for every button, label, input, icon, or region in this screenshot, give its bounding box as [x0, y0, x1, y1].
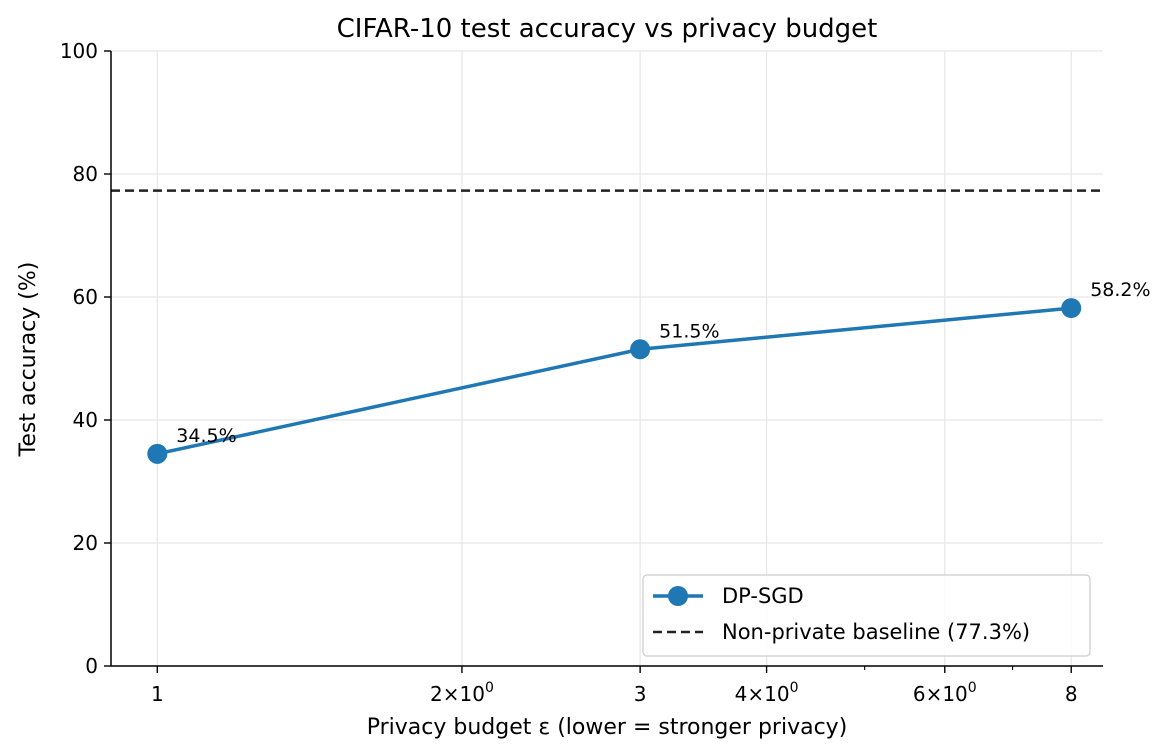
data-label: 51.5%: [659, 320, 719, 342]
series: 34.5% 51.5% 58.2%: [147, 279, 1151, 464]
x-tick-label: 2×100: [430, 680, 494, 706]
legend-box: [642, 574, 1091, 657]
data-label: 58.2%: [1090, 279, 1150, 301]
ticks: 0 20 40 60 80 100 1 2×100 3 4×100 6×100 8: [60, 39, 1078, 706]
legend: DP-SGD Non-private baseline (77.3%): [642, 574, 1091, 657]
y-tick-label: 0: [85, 654, 98, 678]
y-tick-label: 60: [73, 285, 98, 309]
legend-series-marker: [668, 586, 688, 606]
data-point: [630, 339, 651, 360]
x-tick-label: 4×100: [735, 680, 799, 706]
x-tick-label: 8: [1065, 682, 1078, 706]
x-tick-label: 1: [151, 682, 164, 706]
x-tick-label: 3: [634, 682, 647, 706]
chart-title: CIFAR-10 test accuracy vs privacy budget: [337, 14, 878, 44]
grid: [111, 50, 1103, 667]
y-tick-label: 100: [60, 39, 98, 63]
data-label: 34.5%: [176, 425, 236, 447]
x-axis-label: Privacy budget ε (lower = stronger priva…: [367, 715, 848, 740]
data-point: [147, 443, 168, 464]
y-axis-label: Test accuracy (%): [16, 262, 41, 458]
y-tick-label: 20: [73, 531, 98, 555]
legend-baseline-label: Non-private baseline (77.3%): [722, 620, 1030, 644]
data-point: [1061, 298, 1082, 319]
series-line: [156, 306, 1072, 456]
y-tick-label: 40: [73, 408, 98, 432]
y-tick-label: 80: [73, 162, 98, 186]
legend-series-label: DP-SGD: [722, 584, 804, 608]
axes: [110, 51, 1103, 667]
x-tick-label: 6×100: [913, 680, 977, 706]
